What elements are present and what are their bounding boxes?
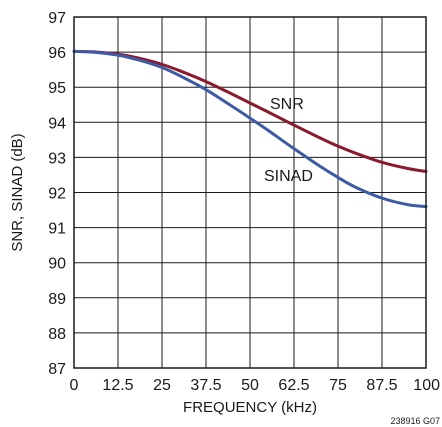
x-tick-label: 87.5 (366, 377, 397, 394)
x-tick-label: 75 (329, 377, 347, 394)
x-tick-label: 100 (413, 377, 440, 394)
x-tick-labels: 0 12.5 25 37.5 50 62.5 75 87.5 100 (70, 377, 441, 394)
series-label-sinad: SINAD (264, 168, 313, 185)
x-tick-label: 25 (153, 377, 171, 394)
series-line-sinad (72, 49, 428, 209)
y-tick-label: 88 (48, 326, 66, 343)
y-tick-label: 93 (48, 150, 66, 167)
x-tick-label: 0 (70, 377, 79, 394)
y-tick-label: 91 (48, 221, 66, 238)
x-tick-label: 62.5 (278, 377, 309, 394)
y-tick-label: 94 (48, 115, 66, 132)
y-tick-label: 96 (48, 45, 66, 62)
y-axis-title: SNR, SINAD (dB) (9, 133, 26, 251)
y-tick-label: 95 (48, 80, 66, 97)
y-tick-label: 90 (48, 256, 66, 273)
y-tick-label: 97 (48, 10, 66, 27)
x-axis-title: FREQUENCY (kHz) (183, 399, 317, 416)
y-tick-label: 87 (48, 361, 66, 378)
grid (73, 16, 427, 369)
y-tick-labels: 87 88 89 90 91 92 93 94 95 96 97 (48, 10, 66, 378)
x-tick-label: 37.5 (190, 377, 221, 394)
series-lines (72, 49, 428, 209)
x-tick-label: 50 (241, 377, 259, 394)
x-tick-label: 12.5 (102, 377, 133, 394)
y-tick-label: 89 (48, 291, 66, 308)
figure-id: 238916 G07 (390, 416, 440, 426)
plot-frame (73, 16, 427, 369)
series-label-snr: SNR (270, 96, 304, 113)
y-tick-label: 92 (48, 186, 66, 203)
